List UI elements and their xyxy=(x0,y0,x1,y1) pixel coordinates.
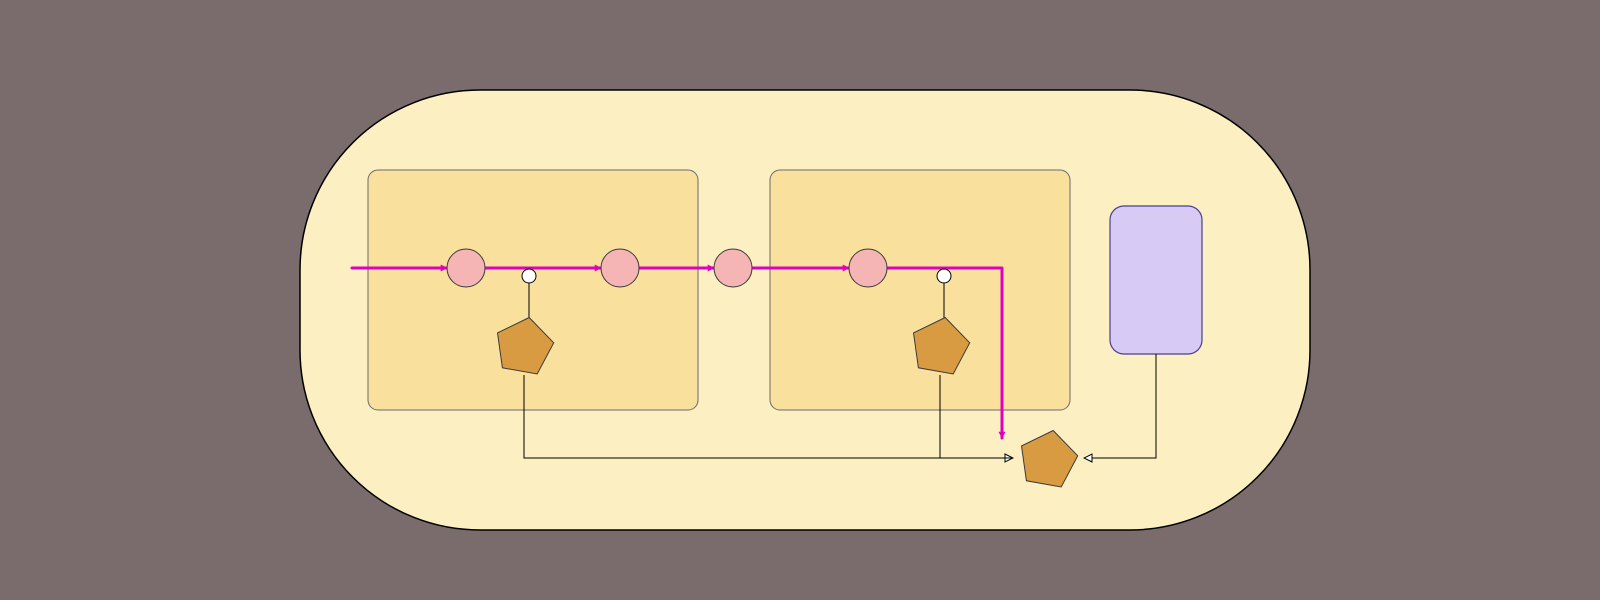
node-c1 xyxy=(447,249,485,287)
node-pin1 xyxy=(522,269,536,283)
node-c4 xyxy=(849,249,887,287)
lane-lane2 xyxy=(770,170,1070,410)
lane-lane1 xyxy=(368,170,698,410)
side-panel xyxy=(1110,206,1202,354)
node-pin2 xyxy=(937,269,951,283)
node-c3 xyxy=(714,249,752,287)
node-c2 xyxy=(601,249,639,287)
